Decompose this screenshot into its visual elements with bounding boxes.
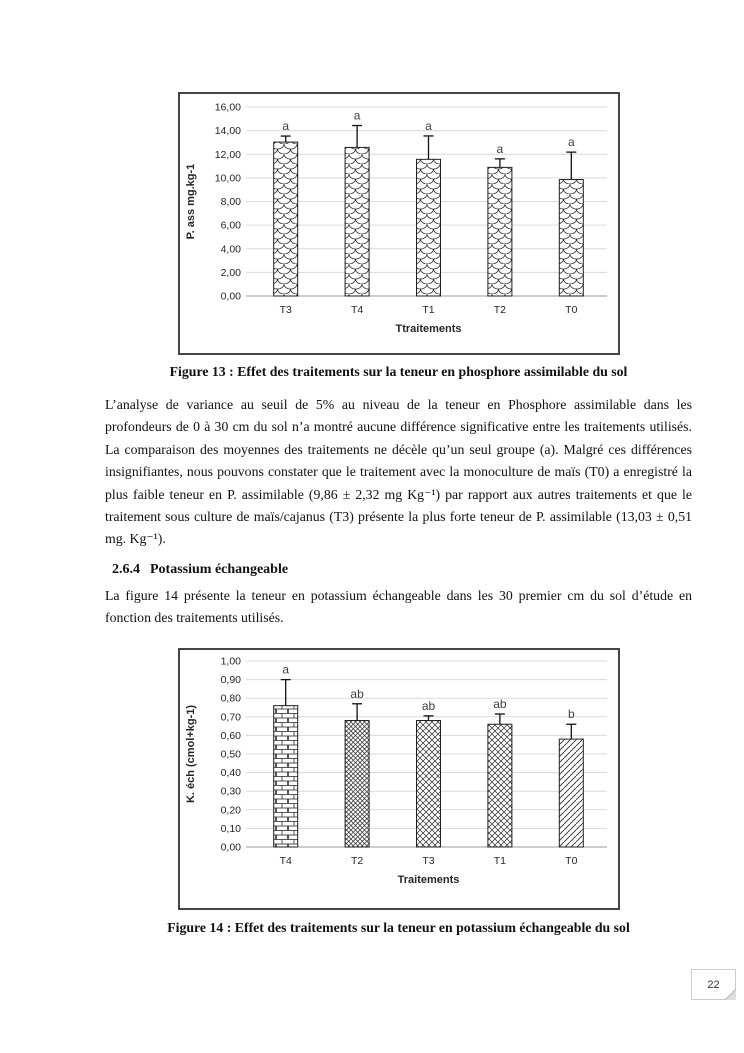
y-tick-label: 0,10 [221,823,242,835]
bar-T1 [487,723,513,848]
y-tick-label: 16,00 [215,102,241,114]
significance-letter: a [354,109,361,123]
y-tick-label: 12,00 [215,149,241,161]
bar-T4 [344,146,370,297]
bar-T1 [416,158,441,297]
y-tick-label: 0,80 [221,693,242,705]
y-axis-title: K. éch (cmol+kg-1) [185,705,197,803]
figure-13-plot: 16,00 14,00 12,00 10,00 8,00 6,00 4,00 2,00 0,00… [185,102,607,335]
page-number-box: 22 [691,969,736,1000]
x-tick-label: T4 [280,855,292,867]
x-tick-label: T1 [422,304,434,316]
bar-T0 [558,179,584,297]
x-axis-title: Traitements [398,874,460,886]
section-heading: 2.6.4 Potassium échangeable [112,562,288,578]
bar-T0 [558,738,584,848]
y-tick-label: 0,40 [221,767,242,779]
y-tick-label: 14,00 [215,125,241,137]
figure-14-caption: Figure 14 : Effet des traitements sur la… [167,920,630,935]
paragraph-phosphore-analysis: L’analyse de variance au seuil de 5% au … [105,397,692,547]
paragraph-figure14-intro: La figure 14 présente la teneur en potas… [105,588,692,626]
y-tick-label: 2,00 [221,267,242,279]
figure-13-chart: 16,00 14,00 12,00 10,00 8,00 6,00 4,00 2,00 0,00… [178,92,620,355]
y-tick-label: 0,20 [221,804,242,816]
significance-letter: a [497,142,504,156]
y-tick-label: 6,00 [221,220,242,232]
y-tick-label: 8,00 [221,196,242,208]
x-tick-label: T4 [351,304,363,316]
x-tick-label: T3 [422,855,434,867]
significance-letter: ab [350,687,364,701]
figure-14-plot: 1,00 0,90 0,80 0,70 0,60 0,50 0,40 0,30 0,20 0,10… [185,656,607,886]
figure-14-chart: 1,00 0,90 0,80 0,70 0,60 0,50 0,40 0,30 0,20 0,10… [178,648,620,910]
bar-T3 [273,141,299,297]
figure-13-caption: Figure 13 : Effet des traitements sur la… [169,364,628,379]
bar-T3 [416,720,441,848]
y-tick-label: 4,00 [221,243,242,255]
y-tick-label: 0,90 [221,674,242,686]
significance-letter: a [282,663,289,677]
x-axis-title: Ttraitements [395,323,461,335]
y-tick-label: 0,60 [221,730,242,742]
significance-letter: b [568,707,575,721]
significance-letter: a [425,119,432,133]
y-axis-title: P. ass mg.kg-1 [185,164,197,240]
x-tick-label: T2 [494,304,506,316]
x-tick-label: T0 [565,304,577,316]
y-tick-label: 0,70 [221,711,242,723]
y-tick-label: 0,30 [221,786,242,798]
significance-letter: ab [422,699,436,713]
significance-letter: a [568,135,575,149]
y-tick-label: 0,00 [221,291,242,303]
y-tick-label: 0,00 [221,842,242,854]
page-number: 22 [707,978,720,991]
page-fold-icon [724,988,736,1000]
x-tick-label: T0 [565,855,577,867]
x-tick-label: T2 [351,855,363,867]
y-tick-label: 10,00 [215,172,241,184]
x-tick-label: T3 [280,304,292,316]
section-title: Potassium échangeable [150,562,289,577]
significance-letter: a [282,119,289,133]
section-number: 2.6.4 [112,562,140,577]
bar-T2 [344,720,370,848]
x-tick-label: T1 [494,855,506,867]
bar-T2 [487,166,513,297]
y-tick-label: 1,00 [221,656,242,668]
y-tick-label: 0,50 [221,749,242,761]
bar-T4 [273,705,299,848]
significance-letter: ab [493,697,507,711]
